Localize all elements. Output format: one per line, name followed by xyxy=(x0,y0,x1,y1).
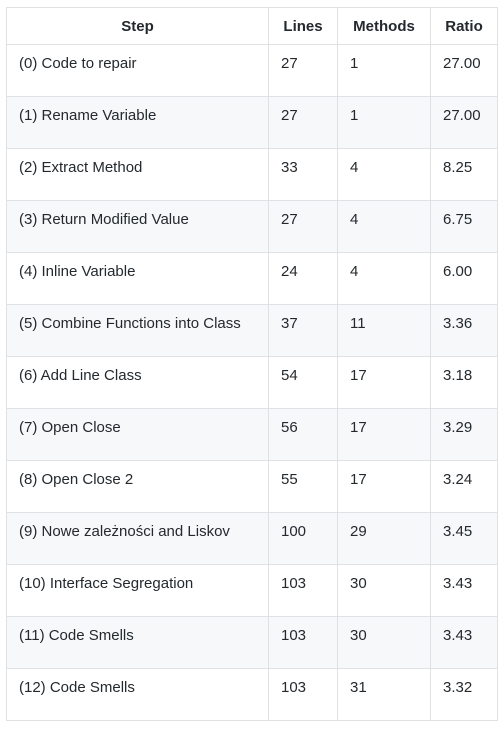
header-step: Step xyxy=(6,7,269,45)
table-row: (6) Add Line Class 54 17 3.18 xyxy=(6,356,498,409)
cell-methods: 30 xyxy=(337,616,431,669)
refactoring-steps-table: Step Lines Methods Ratio (0) Code to rep… xyxy=(6,7,498,721)
cell-ratio: 6.00 xyxy=(430,252,498,305)
cell-lines: 33 xyxy=(268,148,338,201)
cell-lines: 103 xyxy=(268,564,338,617)
cell-step: (6) Add Line Class xyxy=(6,356,269,409)
table-row: (7) Open Close 56 17 3.29 xyxy=(6,408,498,461)
cell-step: (5) Combine Functions into Class xyxy=(6,304,269,357)
cell-ratio: 3.29 xyxy=(430,408,498,461)
refactoring-steps-table-container: Step Lines Methods Ratio (0) Code to rep… xyxy=(6,7,498,721)
cell-ratio: 6.75 xyxy=(430,200,498,253)
cell-ratio: 3.32 xyxy=(430,668,498,721)
cell-methods: 4 xyxy=(337,148,431,201)
cell-methods: 1 xyxy=(337,96,431,149)
cell-lines: 54 xyxy=(268,356,338,409)
table-row: (12) Code Smells 103 31 3.32 xyxy=(6,668,498,721)
cell-lines: 55 xyxy=(268,460,338,513)
table-row: (10) Interface Segregation 103 30 3.43 xyxy=(6,564,498,617)
cell-ratio: 27.00 xyxy=(430,96,498,149)
table-row: (0) Code to repair 27 1 27.00 xyxy=(6,44,498,97)
table-row: (9) Nowe zależności and Liskov 100 29 3.… xyxy=(6,512,498,565)
table-row: (2) Extract Method 33 4 8.25 xyxy=(6,148,498,201)
cell-step: (3) Return Modified Value xyxy=(6,200,269,253)
header-methods: Methods xyxy=(337,7,431,45)
cell-ratio: 3.45 xyxy=(430,512,498,565)
cell-ratio: 3.36 xyxy=(430,304,498,357)
cell-step: (12) Code Smells xyxy=(6,668,269,721)
cell-step: (7) Open Close xyxy=(6,408,269,461)
cell-methods: 11 xyxy=(337,304,431,357)
cell-methods: 30 xyxy=(337,564,431,617)
cell-ratio: 8.25 xyxy=(430,148,498,201)
cell-step: (10) Interface Segregation xyxy=(6,564,269,617)
table-row: (3) Return Modified Value 27 4 6.75 xyxy=(6,200,498,253)
cell-ratio: 3.43 xyxy=(430,564,498,617)
cell-ratio: 3.18 xyxy=(430,356,498,409)
header-ratio: Ratio xyxy=(430,7,498,45)
cell-step: (8) Open Close 2 xyxy=(6,460,269,513)
cell-lines: 27 xyxy=(268,200,338,253)
table-row: (8) Open Close 2 55 17 3.24 xyxy=(6,460,498,513)
cell-methods: 17 xyxy=(337,408,431,461)
cell-methods: 17 xyxy=(337,356,431,409)
table-row: (1) Rename Variable 27 1 27.00 xyxy=(6,96,498,149)
cell-step: (2) Extract Method xyxy=(6,148,269,201)
cell-step: (1) Rename Variable xyxy=(6,96,269,149)
cell-lines: 37 xyxy=(268,304,338,357)
cell-methods: 17 xyxy=(337,460,431,513)
cell-step: (9) Nowe zależności and Liskov xyxy=(6,512,269,565)
cell-methods: 31 xyxy=(337,668,431,721)
cell-step: (11) Code Smells xyxy=(6,616,269,669)
cell-lines: 27 xyxy=(268,96,338,149)
header-lines: Lines xyxy=(268,7,338,45)
cell-lines: 103 xyxy=(268,668,338,721)
cell-methods: 29 xyxy=(337,512,431,565)
cell-ratio: 3.24 xyxy=(430,460,498,513)
table-header-row: Step Lines Methods Ratio xyxy=(6,7,498,45)
cell-lines: 100 xyxy=(268,512,338,565)
cell-methods: 4 xyxy=(337,252,431,305)
cell-step: (4) Inline Variable xyxy=(6,252,269,305)
cell-ratio: 3.43 xyxy=(430,616,498,669)
cell-step: (0) Code to repair xyxy=(6,44,269,97)
cell-lines: 56 xyxy=(268,408,338,461)
cell-lines: 24 xyxy=(268,252,338,305)
cell-methods: 1 xyxy=(337,44,431,97)
cell-lines: 103 xyxy=(268,616,338,669)
cell-methods: 4 xyxy=(337,200,431,253)
table-row: (5) Combine Functions into Class 37 11 3… xyxy=(6,304,498,357)
table-row: (11) Code Smells 103 30 3.43 xyxy=(6,616,498,669)
cell-lines: 27 xyxy=(268,44,338,97)
cell-ratio: 27.00 xyxy=(430,44,498,97)
table-row: (4) Inline Variable 24 4 6.00 xyxy=(6,252,498,305)
